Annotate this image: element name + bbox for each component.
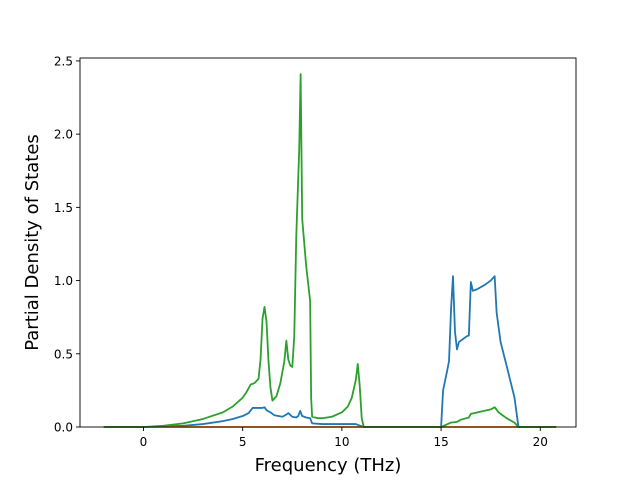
- x-tick-label: 5: [239, 435, 247, 449]
- x-tick-label: 10: [334, 435, 349, 449]
- x-tick-label: 20: [533, 435, 548, 449]
- series-line-1: [103, 275, 557, 428]
- y-tick-label: 1.0: [54, 274, 73, 288]
- y-tick-label: 2.5: [54, 54, 73, 68]
- y-tick-label: 1.5: [54, 201, 73, 215]
- y-tick-label: 2.0: [54, 128, 73, 142]
- plot-frame: [79, 57, 577, 428]
- y-tick-label: 0.5: [54, 347, 73, 361]
- x-axis-label: Frequency (THz): [255, 455, 402, 476]
- y-axis-label: Partial Density of States: [22, 134, 43, 351]
- x-axis-ticks: 0 5 10 15 20: [140, 427, 548, 449]
- x-tick-label: 0: [140, 435, 148, 449]
- y-tick-label: 0.0: [54, 421, 73, 435]
- plot-area: [80, 58, 576, 427]
- y-axis-ticks: 0.0 0.5 1.0 1.5 2.0 2.5: [54, 54, 80, 435]
- x-tick-label: 15: [433, 435, 448, 449]
- series-line-3: [103, 73, 557, 428]
